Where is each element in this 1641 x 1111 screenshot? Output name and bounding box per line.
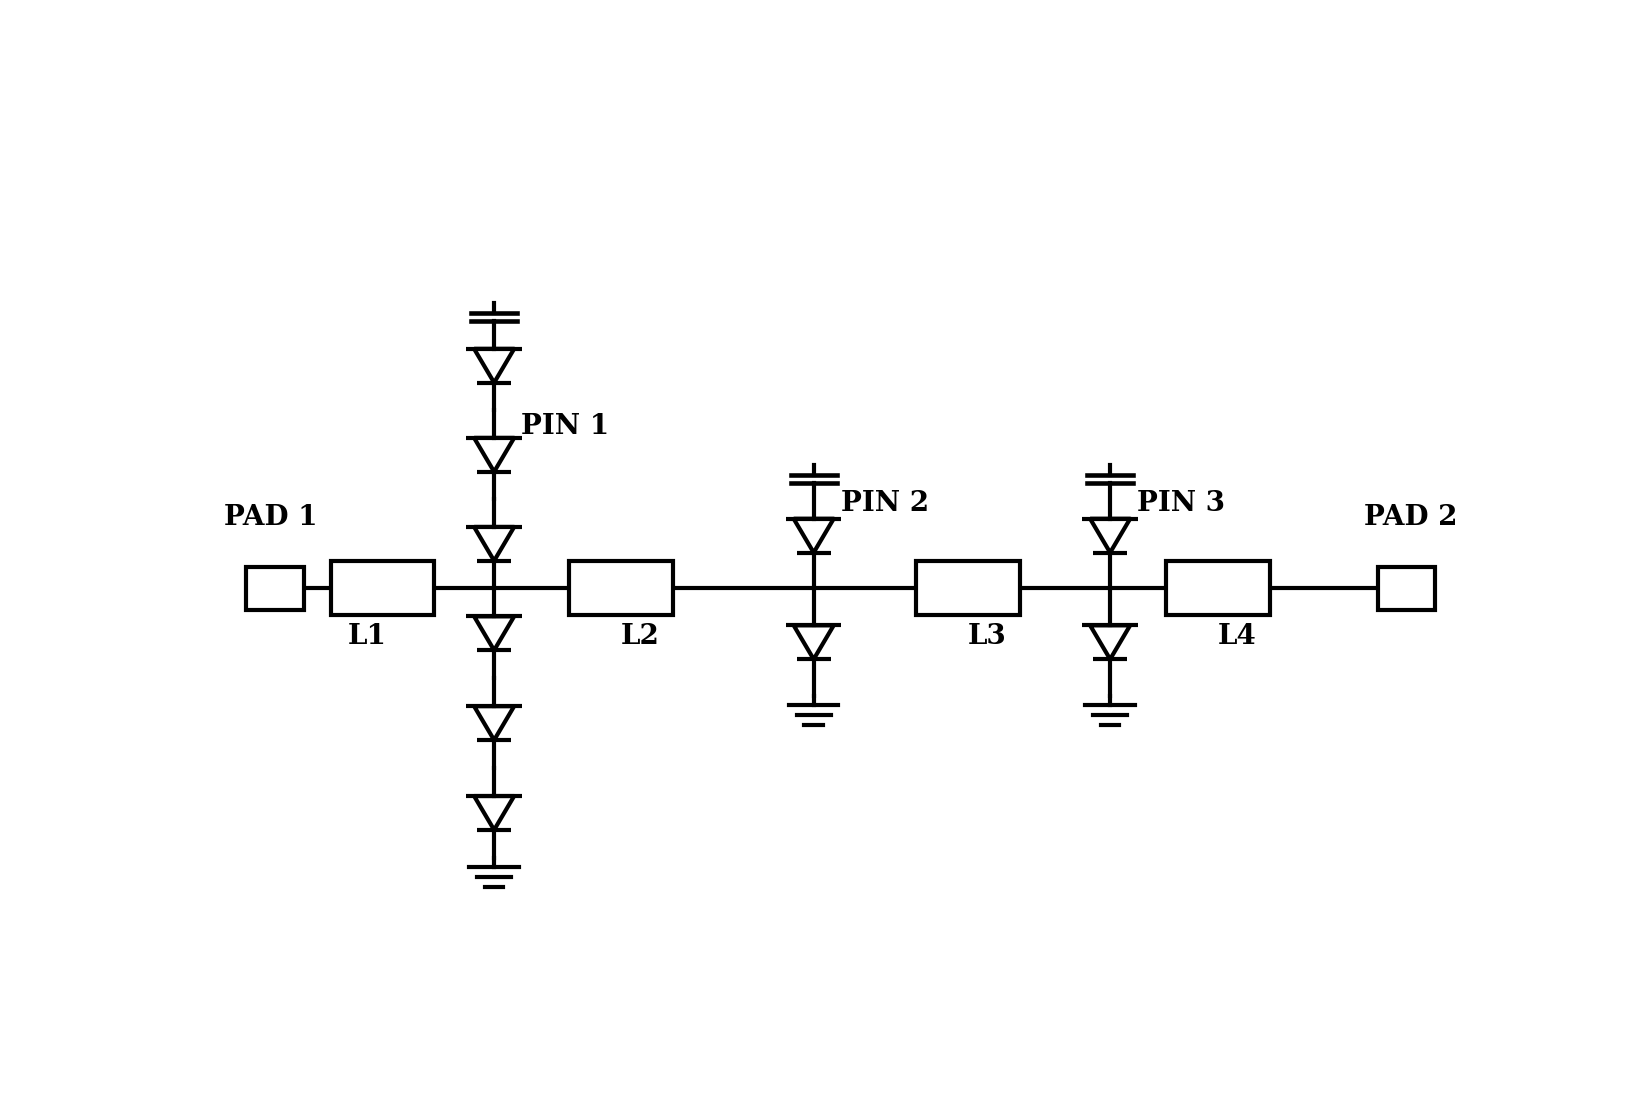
Text: L1: L1 <box>348 623 387 650</box>
Bar <box>569 561 673 615</box>
Bar <box>1167 561 1270 615</box>
Text: L3: L3 <box>968 623 1006 650</box>
Text: L2: L2 <box>620 623 660 650</box>
Text: PIN 2: PIN 2 <box>840 490 929 518</box>
Bar <box>246 568 304 610</box>
Text: PIN 1: PIN 1 <box>522 413 609 440</box>
Bar <box>1378 568 1436 610</box>
Text: L4: L4 <box>1218 623 1257 650</box>
Bar <box>916 561 1019 615</box>
Text: PAD 2: PAD 2 <box>1364 503 1457 531</box>
Text: PIN 3: PIN 3 <box>1137 490 1226 518</box>
Bar <box>330 561 435 615</box>
Text: PAD 1: PAD 1 <box>225 503 318 531</box>
